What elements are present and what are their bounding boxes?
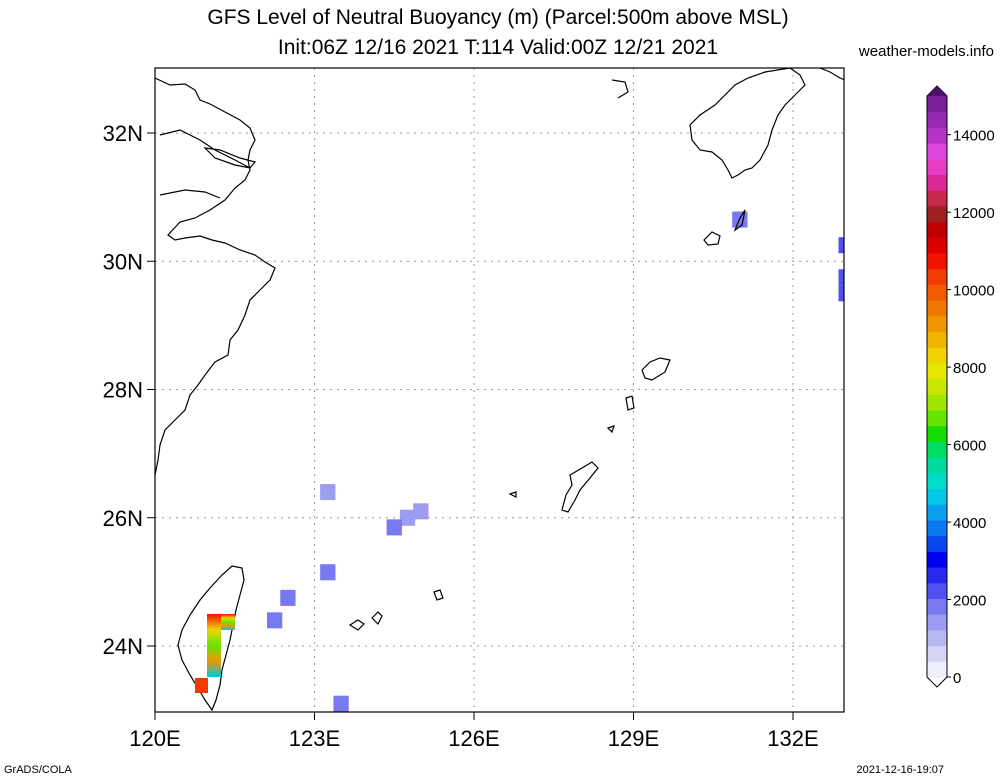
colorbar-segment [927,394,947,411]
data-cell [386,519,402,536]
colorbar-segment [927,253,947,270]
colorbar-label: 0 [953,670,961,687]
map-title-line2: Init:06Z 12/16 2021 T:114 Valid:00Z 12/2… [277,36,719,59]
data-cell [320,564,336,581]
data-cell [280,589,296,606]
longitude-axis: 120E 123E 126E 129E 132E [129,712,819,751]
colorbar-segment [927,315,947,333]
colorbar-label: 2000 [953,593,986,610]
colorbar-segment [927,457,947,474]
colorbar-segment [927,127,947,144]
data-cell [838,269,844,286]
colorbar-label: 4000 [953,515,986,532]
data-cells [266,211,844,712]
lat-tick-label: 24N [103,634,143,659]
colorbar-label: 6000 [953,438,986,455]
colorbar-segment [927,410,947,427]
colorbar-segment [927,504,947,521]
colorbar: 0 2000 4000 6000 8000 10000 12000 14000 [926,85,995,688]
colorbar-segment [927,362,947,380]
colorbar-segment [927,347,947,364]
colorbar-segment [927,111,947,128]
colorbar-segment [927,425,947,442]
lat-tick-label: 30N [103,249,143,274]
colorbar-segment [927,237,947,254]
data-cell [266,612,283,629]
colorbar-segment [927,143,947,160]
colorbar-max-arrow [927,86,947,96]
colorbar-segment [927,472,947,490]
lat-tick-label: 26N [103,506,143,531]
colorbar-segment [927,567,947,584]
colorbar-segment [927,378,947,395]
lon-tick-label: 120E [129,726,180,751]
colorbar-label: 10000 [953,283,995,300]
footer-timestamp: 2021-12-16-19:07 [856,764,944,776]
colorbar-label: 12000 [953,205,995,222]
lon-tick-label: 129E [608,726,659,751]
colorbar-segment [927,190,947,207]
colorbar-segment [927,582,947,599]
data-cell [838,237,844,254]
taiwan-high-values [195,614,235,693]
lat-tick-label: 32N [103,121,143,146]
lon-tick-label: 132E [767,726,818,751]
colorbar-segment [927,174,947,191]
data-cell [399,509,416,526]
colorbar-segment [927,221,947,238]
footer-software: GrADS/COLA [4,764,72,776]
data-cell [413,503,429,520]
lon-tick-label: 123E [289,726,340,751]
data-cell [320,484,336,501]
colorbar-segment [927,645,947,662]
colorbar-segment [927,629,947,647]
colorbar-segment [927,661,947,678]
lat-tick-label: 28N [103,378,143,403]
map-title-line1: GFS Level of Neutral Buoyancy (m) (Parce… [207,6,789,29]
colorbar-segment [927,300,947,317]
colorbar-segment [927,441,947,458]
colorbar-segment [927,268,947,285]
lon-tick-label: 126E [448,726,499,751]
colorbar-segment [927,614,947,631]
latitude-axis: 24N 26N 28N 30N 32N [103,121,155,659]
coastlines [155,68,844,712]
data-cell [838,285,844,302]
colorbar-segment [927,205,947,223]
colorbar-segment [927,598,947,615]
site-credit: weather-models.info [858,43,994,60]
colorbar-segment [927,535,947,552]
colorbar-segment [927,551,947,568]
colorbar-segment [927,284,947,301]
colorbar-segment [927,331,947,348]
data-cell [333,695,349,712]
colorbar-segment [927,158,947,176]
map-grid [154,68,844,712]
colorbar-segment [927,488,947,505]
colorbar-segment [927,96,947,113]
colorbar-label: 14000 [953,128,995,145]
colorbar-segment [927,519,947,537]
colorbar-label: 8000 [953,360,986,377]
